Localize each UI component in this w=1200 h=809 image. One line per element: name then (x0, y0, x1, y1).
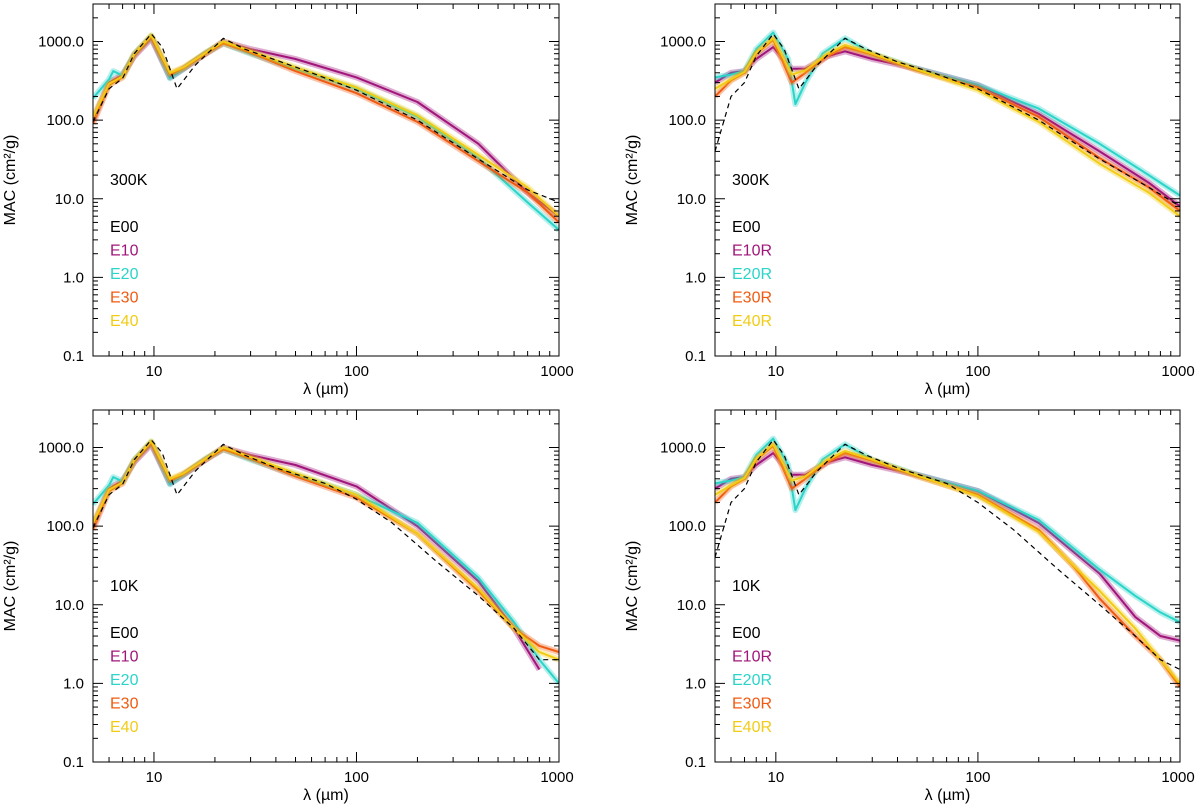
x-axis-title: λ (µm) (925, 787, 971, 804)
y-tick-label: 0.1 (685, 754, 706, 771)
y-axis-title: MAC (cm²/g) (624, 541, 641, 632)
x-tick-label: 10 (767, 363, 784, 380)
plot-frame (92, 3, 560, 357)
y-tick-label: 100.0 (668, 112, 706, 129)
legend: E00 E10 E20 E30 E40 (110, 219, 139, 330)
x-tick-label: 100 (344, 769, 369, 786)
legend-entry-e10: E10 (110, 243, 139, 260)
legend-entry-e30r: E30R (732, 290, 772, 307)
legend-entry-e00: E00 (732, 219, 761, 236)
legend: E00 E10R E20R E30R E40R (732, 625, 772, 736)
y-tick-label: 1.0 (685, 675, 706, 692)
x-tick-label: 1000 (1161, 363, 1194, 380)
legend-entry-e40: E40 (110, 719, 139, 736)
panel-bottom-right: 10 100 1000 0.1 1.0 10.0 100.0 1000.0 λ (µm) MAC … (624, 409, 1195, 804)
series-group (93, 438, 559, 686)
legend-entry-e00: E00 (110, 219, 139, 236)
y-tick-label: 10.0 (677, 597, 706, 614)
series-line-e00 (715, 439, 1180, 671)
y-axis-title: MAC (cm²/g) (624, 135, 641, 226)
x-axis-title: λ (µm) (925, 381, 971, 398)
y-tick-label: 1000.0 (38, 34, 84, 51)
temperature-annotation: 300K (110, 172, 148, 189)
plot-frame (714, 409, 1181, 763)
legend: E00 E10R E20R E30R E40R (732, 219, 772, 330)
x-tick-label: 10 (146, 363, 163, 380)
y-tick-label: 10.0 (677, 191, 706, 208)
y-tick-label: 1000.0 (660, 34, 706, 51)
panel-top-left: 10 100 1000 0.1 1.0 10.0 100.0 1000.0 λ (µm) MAC … (2, 3, 574, 398)
legend-entry-e40r: E40R (732, 313, 772, 330)
x-axis-title: λ (µm) (303, 787, 349, 804)
x-tick-label: 100 (965, 363, 990, 380)
legend-entry-e30: E30 (110, 696, 139, 713)
plot-frame (714, 3, 1181, 357)
legend-entry-e30: E30 (110, 290, 139, 307)
series-line-e40 (93, 34, 559, 217)
legend-entry-e00: E00 (110, 625, 139, 642)
y-tick-label: 1.0 (63, 269, 84, 286)
legend-entry-e40r: E40R (732, 719, 772, 736)
y-tick-label: 0.1 (63, 754, 84, 771)
y-tick-label: 1.0 (685, 269, 706, 286)
temperature-annotation: 10K (110, 578, 139, 595)
series-band-e40r (715, 35, 1180, 219)
x-tick-label: 100 (965, 769, 990, 786)
series-line-e00 (93, 439, 559, 661)
x-tick-label: 100 (344, 363, 369, 380)
series-band-e40 (93, 32, 559, 219)
axis-ticks (714, 3, 1181, 357)
legend-entry-e10r: E10R (732, 243, 772, 260)
y-axis-title: MAC (cm²/g) (2, 541, 19, 632)
series-line-e10r (715, 452, 1180, 642)
plot-frame (92, 409, 560, 763)
series-group (93, 32, 559, 233)
y-tick-label: 10.0 (55, 597, 84, 614)
y-tick-label: 0.1 (63, 348, 84, 365)
series-line-e20r (715, 31, 1180, 197)
axis-ticks (714, 409, 1181, 763)
legend-entry-e20: E20 (110, 266, 139, 283)
axis-ticks (92, 409, 560, 763)
temperature-annotation: 10K (732, 578, 761, 595)
x-tick-label: 10 (767, 769, 784, 786)
legend-entry-e00: E00 (732, 625, 761, 642)
temperature-annotation: 300K (732, 172, 770, 189)
legend-entry-e20r: E20R (732, 266, 772, 283)
panel-bottom-left: 10 100 1000 0.1 1.0 10.0 100.0 1000.0 λ (µm) MAC … (2, 409, 574, 804)
x-tick-label: 10 (146, 769, 163, 786)
series-line-e40r (715, 443, 1180, 685)
series-line-e40r (715, 37, 1180, 217)
series-group (715, 29, 1180, 219)
y-tick-label: 100.0 (668, 518, 706, 535)
legend-entry-e20r: E20R (732, 672, 772, 689)
y-tick-label: 1.0 (63, 675, 84, 692)
x-tick-label: 1000 (1161, 769, 1194, 786)
legend-entry-e20: E20 (110, 672, 139, 689)
series-line-e00 (93, 33, 559, 203)
legend: E00 E10 E20 E30 E40 (110, 625, 139, 736)
x-tick-label: 1000 (540, 769, 573, 786)
y-tick-label: 100.0 (46, 112, 84, 129)
y-tick-label: 1000.0 (660, 440, 706, 457)
y-tick-label: 1000.0 (38, 440, 84, 457)
panel-top-right: 10 100 1000 0.1 1.0 10.0 100.0 1000.0 λ (µm) MAC … (624, 3, 1195, 398)
legend-entry-e10r: E10R (732, 649, 772, 666)
series-line-e00 (715, 33, 1180, 207)
y-tick-label: 10.0 (55, 191, 84, 208)
legend-entry-e10: E10 (110, 649, 139, 666)
series-line-e20r (715, 437, 1180, 624)
axis-ticks (92, 3, 560, 357)
legend-entry-e40: E40 (110, 313, 139, 330)
x-tick-label: 1000 (540, 363, 573, 380)
y-tick-label: 100.0 (46, 518, 84, 535)
y-tick-label: 0.1 (685, 348, 706, 365)
y-axis-title: MAC (cm²/g) (2, 135, 19, 226)
legend-entry-e30r: E30R (732, 696, 772, 713)
series-group (715, 435, 1180, 689)
x-axis-title: λ (µm) (303, 381, 349, 398)
